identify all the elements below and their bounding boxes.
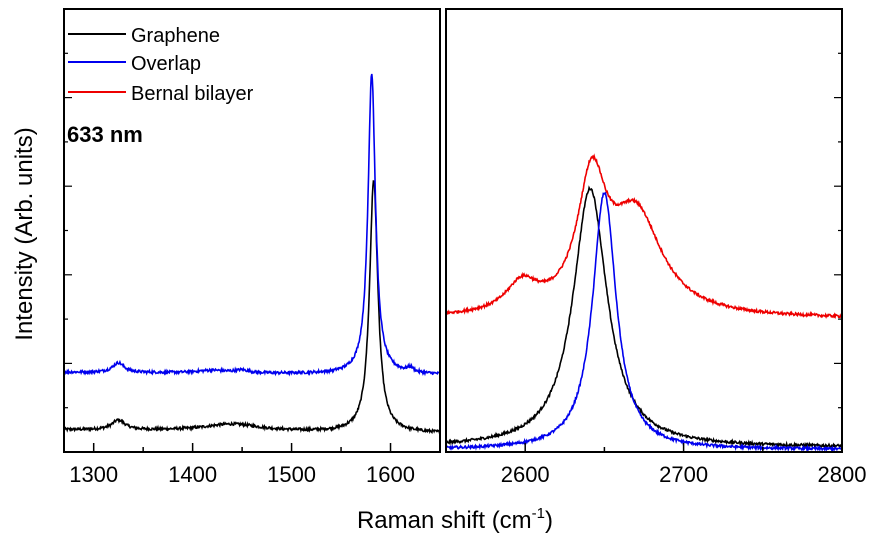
wavelength-annotation: 633 nm bbox=[67, 122, 143, 147]
x-tick-label-right: 2600 bbox=[501, 462, 550, 487]
series-line-left-graphene bbox=[64, 180, 440, 435]
x-axis-label-superscript: -1 bbox=[532, 505, 545, 522]
x-tick-label-left: 1600 bbox=[366, 462, 415, 487]
legend-label-overlap: Overlap bbox=[131, 53, 201, 75]
legend: Graphene Overlap Bernal bilayer bbox=[68, 25, 254, 105]
x-axis-label: Raman shift (cm-1) bbox=[357, 505, 553, 534]
x-tick-label-left: 1300 bbox=[69, 462, 118, 487]
series-line-right-overlap bbox=[446, 190, 842, 452]
x-tick-label-right: 2800 bbox=[818, 462, 867, 487]
legend-label-bernal-bilayer: Bernal bilayer bbox=[131, 83, 254, 105]
series-line-right-bernal-bilayer bbox=[446, 153, 842, 320]
legend-entry-overlap: Overlap bbox=[68, 53, 201, 75]
series-line-right-graphene bbox=[446, 185, 842, 450]
x-tick-label-left: 1500 bbox=[267, 462, 316, 487]
y-axis-label: Intensity (Arb. units) bbox=[11, 127, 38, 340]
legend-entry-graphene: Graphene bbox=[68, 25, 220, 47]
legend-entry-bernal-bilayer: Bernal bilayer bbox=[68, 83, 254, 105]
series-line-left-overlap bbox=[64, 73, 440, 377]
right-panel: 2600 2700 2800 bbox=[445, 8, 867, 487]
legend-label-graphene: Graphene bbox=[131, 25, 220, 47]
right-panel-frame bbox=[445, 8, 843, 453]
left-panel-frame bbox=[63, 8, 441, 453]
x-tick-label-left: 1400 bbox=[168, 462, 217, 487]
x-tick-label-right: 2700 bbox=[659, 462, 708, 487]
x-axis-label-end: ) bbox=[545, 507, 553, 534]
x-axis-label-main: Raman shift (cm bbox=[357, 507, 532, 534]
left-panel: 1300 1400 1500 1600 bbox=[63, 8, 441, 487]
